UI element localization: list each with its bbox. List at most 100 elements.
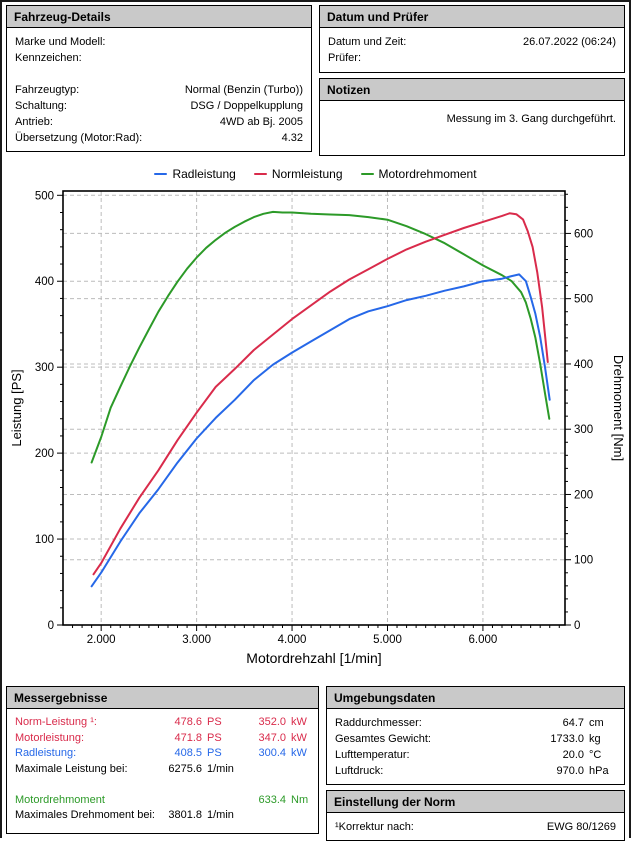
row-label: Norm-Leistung ¹: [15, 716, 97, 728]
norm-setting-panel: Einstellung der Norm ¹Korrektur nach: EWG… [326, 790, 625, 841]
right-bottom-column: Umgebungsdaten Raddurchmesser: 64.7 cm Gesa… [326, 686, 625, 841]
row-value: 20.0 [562, 749, 584, 761]
row-value: 347.0 [258, 731, 286, 744]
legend-dash-icon [154, 172, 168, 176]
y-left-tick-label: 400 [35, 276, 54, 288]
row-value: 6275.6 [168, 762, 202, 775]
row-unit [286, 777, 310, 793]
x-tick-label: 3.000 [182, 634, 211, 646]
legend-label: Motordrehmoment [378, 167, 477, 181]
row-value: 408.5 [174, 747, 202, 759]
table-row: Maximale Leistung bei: 6275.6 1/min [15, 762, 310, 778]
row-value: 471.8 [174, 731, 202, 744]
row-label: Raddurchmesser: [335, 717, 422, 729]
row-unit: kW [291, 731, 307, 744]
row-unit: 1/min [207, 762, 234, 775]
row-value: 970.0 [556, 765, 584, 777]
legend-dash-icon [360, 172, 374, 176]
environment-header: Umgebungsdaten [326, 686, 625, 709]
row-label: Kennzeichen: [15, 52, 82, 64]
row-unit [286, 762, 310, 778]
row-unit: °C [589, 749, 602, 761]
top-row: Fahrzeug-Details Marke und Modell: Kennz… [6, 5, 625, 156]
row-value: EWG 80/1269 [546, 821, 616, 833]
curve-radleistung [90, 273, 551, 588]
row-unit: PS [207, 716, 222, 728]
row-label: Maximale Leistung bei: [15, 762, 128, 775]
table-row: Übersetzung (Motor:Rad): 4.32 [15, 130, 303, 146]
table-row: Lufttemperatur: 20.0 °C [335, 747, 616, 763]
table-row: Schaltung: DSG / Doppelkupplung [15, 98, 303, 114]
row-label: Radleistung: [15, 747, 77, 759]
table-row [15, 777, 310, 793]
row-label: Antrieb: [15, 116, 53, 128]
y-right-tick-label: 100 [574, 555, 593, 567]
table-row: Motordrehmoment 633.4 Nm [15, 793, 310, 809]
row-label: Motordrehmoment [15, 793, 105, 806]
bottom-row: Messergebnisse Norm-Leistung ¹: 478.6 PS 35… [6, 686, 625, 841]
legend-label: Normleistung [271, 167, 343, 181]
row-value [240, 777, 286, 793]
notes-panel: Notizen Messung im 3. Gang durchgeführt. [319, 78, 625, 156]
table-row: Maximales Drehmoment bei: 3801.8 1/min [15, 808, 310, 824]
row-value: 633.4 [258, 793, 286, 806]
table-row: Radleistung: 408.5 PS 300.4 kW [15, 746, 310, 762]
row-value: 300.4 [258, 747, 286, 759]
table-row: Raddurchmesser: 64.7 cm [335, 715, 616, 731]
row-value: DSG / Doppelkupplung [190, 100, 303, 112]
row-unit [286, 808, 310, 824]
row-label: Übersetzung (Motor:Rad): [15, 132, 143, 144]
x-tick-label: 6.000 [469, 634, 498, 646]
row-unit [202, 777, 240, 793]
norm-setting-body: ¹Korrektur nach: EWG 80/1269 [326, 813, 625, 841]
row-unit: kg [589, 733, 601, 745]
row-value: Normal (Benzin (Turbo)) [184, 84, 303, 96]
row-value: 26.07.2022 (06:24) [523, 36, 616, 48]
y-left-tick-label: 0 [48, 620, 54, 632]
row-unit: PS [207, 731, 222, 744]
row-label: Lufttemperatur: [335, 749, 410, 761]
row-label: ¹Korrektur nach: [335, 821, 414, 833]
date-examiner-body: Datum und Zeit: 26.07.2022 (06:24) Prüfer: [319, 28, 625, 73]
y-right-tick-label: 200 [574, 489, 593, 501]
row-value: 3801.8 [168, 809, 202, 821]
results-body: Norm-Leistung ¹: 478.6 PS 352.0 kW Motorleist… [6, 709, 319, 834]
row-value: 352.0 [258, 716, 286, 728]
results-header: Messergebnisse [6, 686, 319, 709]
y-right-tick-label: 0 [574, 620, 580, 632]
row-unit [202, 793, 240, 809]
row-unit: kW [291, 747, 307, 759]
row-unit: PS [207, 747, 222, 759]
results-panel: Messergebnisse Norm-Leistung ¹: 478.6 PS 35… [6, 686, 319, 841]
table-row: Norm-Leistung ¹: 478.6 PS 352.0 kW [15, 715, 310, 731]
notes-text: Messung im 3. Gang durchgeführt. [446, 113, 616, 125]
plot-border [62, 190, 566, 626]
row-label: Prüfer: [328, 52, 362, 64]
dyno-chart-svg: 2.000 3.000 4.000 5.000 6.000 0 100 200 300 400 50… [9, 190, 626, 666]
row-unit: kW [291, 716, 307, 728]
environment-body: Raddurchmesser: 64.7 cm Gesamtes Gewicht: 17… [326, 709, 625, 785]
row-label [15, 66, 18, 82]
table-row: Prüfer: [328, 50, 616, 66]
curve-normleistung [92, 212, 549, 576]
row-label: Schaltung: [15, 100, 67, 112]
date-examiner-panel: Datum und Prüfer Datum und Zeit: 26.07.20… [319, 5, 625, 73]
notes-body: Messung im 3. Gang durchgeführt. [319, 101, 625, 156]
date-examiner-header: Datum und Prüfer [319, 5, 625, 28]
legend-item-radleistung: Radleistung [154, 167, 236, 181]
chart-legend: Radleistung Normleistung Motordrehmoment [6, 159, 625, 183]
row-label: Datum und Zeit: [328, 36, 407, 48]
y-left-axis-title: Leistung [PS] [9, 369, 24, 446]
row-unit: hPa [589, 765, 609, 777]
y-right-tick-label: 600 [574, 228, 593, 240]
row-unit: 1/min [207, 809, 234, 821]
environment-panel: Umgebungsdaten Raddurchmesser: 64.7 cm Gesa… [326, 686, 625, 785]
row-value [300, 50, 303, 66]
row-value: 478.6 [174, 716, 202, 728]
table-row: Datum und Zeit: 26.07.2022 (06:24) [328, 34, 616, 50]
row-unit: cm [589, 717, 604, 729]
row-value [240, 762, 286, 778]
row-value [300, 34, 303, 50]
row-label [15, 777, 155, 793]
